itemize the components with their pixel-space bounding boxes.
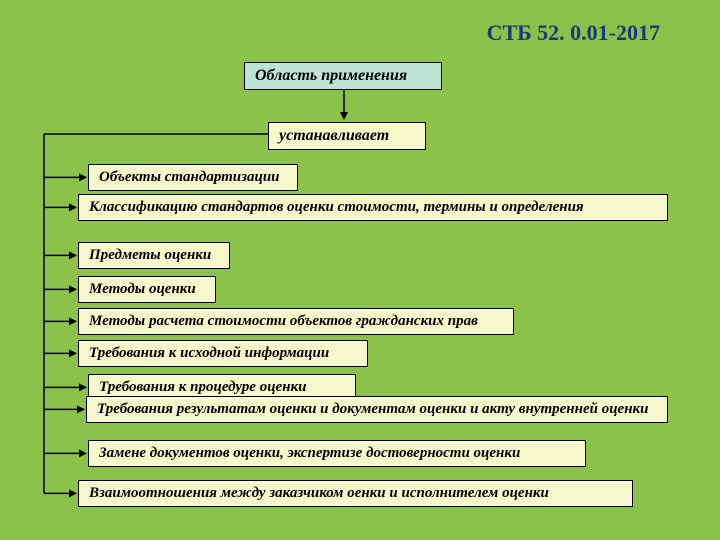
document-code-header: СТБ 52. 0.01-2017: [487, 20, 660, 46]
list-item-4: Методы расчета стоимости объектов гражда…: [78, 308, 514, 335]
list-item-7: Требования результатам оценки и документ…: [86, 396, 668, 423]
establishes-box: устанавливает: [268, 122, 426, 150]
list-item-8: Замене документов оценки, экспертизе дос…: [88, 440, 586, 467]
list-item-2: Предметы оценки: [78, 242, 230, 269]
list-item-0: Объекты стандартизации: [88, 164, 298, 191]
diagram-canvas: СТБ 52. 0.01-2017 Область применения уста…: [0, 0, 720, 540]
list-item-9: Взаимоотношения между заказчиком оенки и…: [78, 480, 633, 507]
list-item-5: Требования к исходной информации: [78, 340, 368, 367]
list-item-1: Классификацию стандартов оценки стоимост…: [78, 194, 668, 221]
scope-box: Область применения: [244, 62, 442, 90]
list-item-3: Методы оценки: [78, 276, 216, 303]
